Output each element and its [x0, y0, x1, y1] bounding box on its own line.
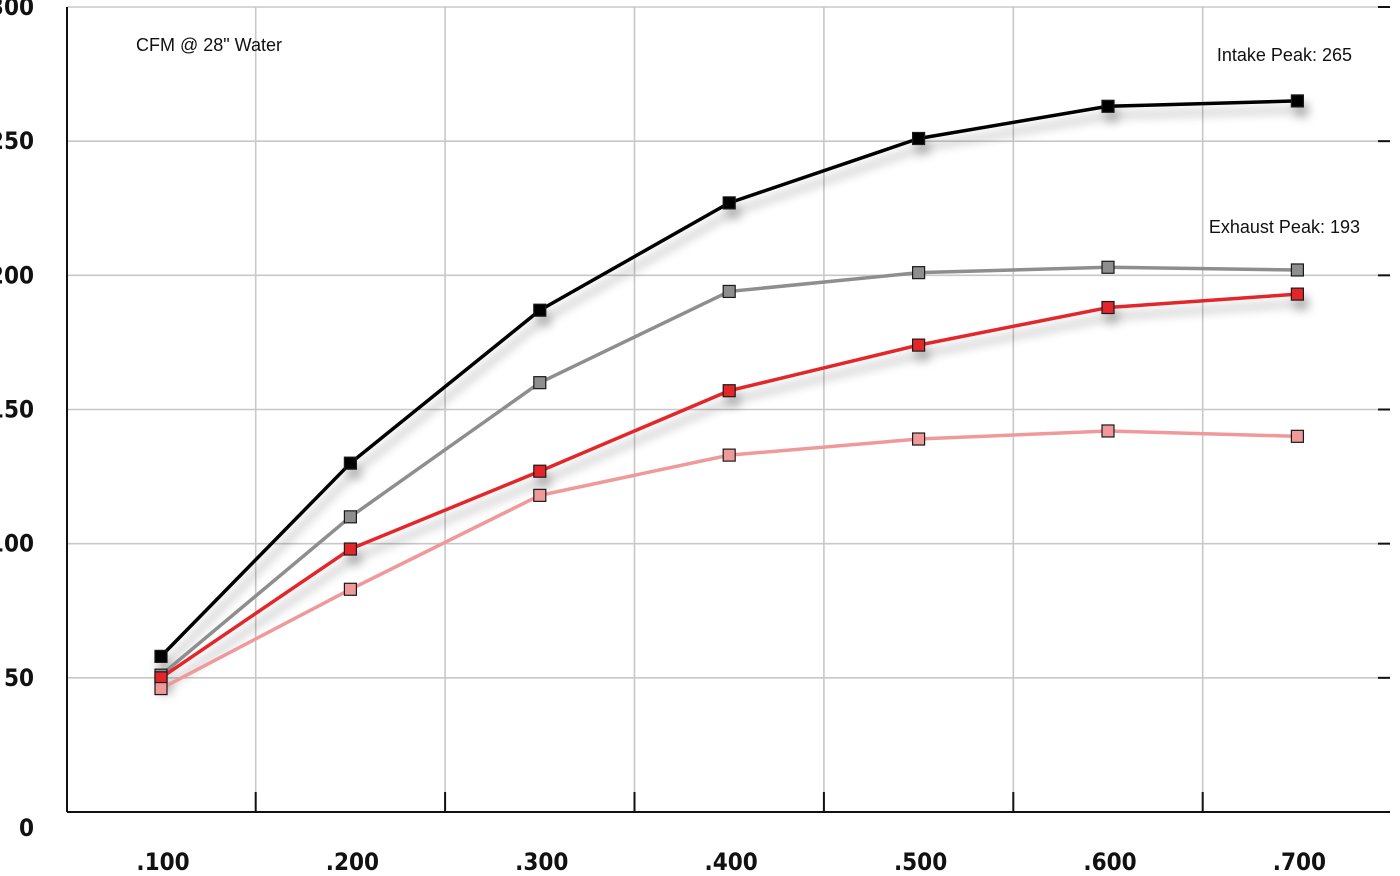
data-point-marker [1290, 263, 1305, 277]
data-point-marker [1101, 300, 1115, 315]
axes [66, 6, 1390, 813]
data-point-marker [343, 510, 357, 524]
x-tick-label: .600 [1083, 848, 1136, 876]
y-tick-label: 100 [0, 530, 34, 558]
series-group [154, 424, 1305, 696]
data-point-marker [911, 266, 926, 280]
y-tick-label: 200 [0, 261, 34, 289]
data-point-marker [1290, 429, 1305, 443]
x-tick-label: .100 [136, 848, 189, 876]
data-point-marker [343, 542, 357, 556]
data-point-marker [911, 432, 926, 446]
data-point-marker [343, 456, 357, 470]
series-line [160, 429, 1298, 691]
data-point-marker [1101, 260, 1115, 274]
y-tick-label: 0 [19, 814, 34, 842]
x-tick-label: .400 [705, 848, 758, 876]
flow-note-annotation: CFM @ 28" Water [136, 35, 282, 55]
data-point-marker [911, 338, 926, 352]
data-point-marker [154, 649, 168, 663]
data-point-marker [533, 303, 547, 317]
series-line [159, 265, 1298, 677]
series-lines [154, 94, 1305, 696]
data-point-marker [722, 196, 736, 210]
data-point-marker [533, 376, 547, 390]
y-tick-label: 50 [4, 664, 34, 692]
data-point-marker [154, 681, 168, 696]
series-line [160, 292, 1298, 680]
series-group [154, 287, 1305, 685]
data-point-marker [722, 384, 736, 398]
x-tick-label: .200 [326, 848, 379, 876]
data-point-marker [533, 464, 547, 478]
tick-labels: 0 50 100 150 200 250 300 .100 .200 .300 .400 .500 .6… [0, 0, 1326, 876]
series-line [159, 99, 1298, 658]
x-tick-label: .500 [894, 848, 947, 876]
data-point-marker [1290, 287, 1305, 301]
y-tick-label: 300 [0, 0, 34, 21]
data-point-marker [722, 448, 736, 462]
grid-lines [67, 6, 1390, 812]
y-tick-label: 150 [0, 396, 34, 424]
y-tick-label: 250 [0, 127, 34, 155]
data-point-marker [533, 488, 547, 502]
exhaust-peak-annotation: Exhaust Peak: 193 [1209, 217, 1360, 237]
data-point-marker [722, 284, 736, 299]
series-group [154, 260, 1305, 682]
data-point-marker [911, 131, 926, 146]
intake-peak-annotation: Intake Peak: 265 [1217, 45, 1352, 65]
x-tick-label: .300 [515, 848, 568, 876]
series-group [154, 94, 1305, 663]
data-point-marker [1101, 424, 1115, 438]
x-tick-label: .700 [1273, 848, 1326, 876]
data-point-marker [1101, 99, 1115, 113]
data-point-marker [1290, 94, 1305, 108]
data-point-marker [343, 582, 357, 596]
